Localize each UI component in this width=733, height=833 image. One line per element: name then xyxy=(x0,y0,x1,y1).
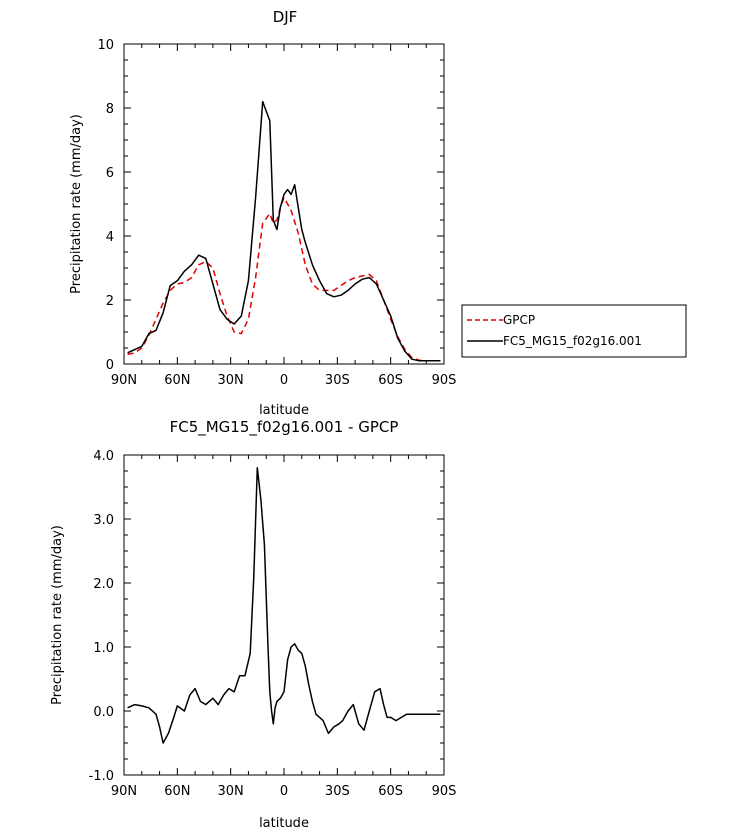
gpcp-series-line xyxy=(127,196,441,362)
x-tick-label: 30S xyxy=(325,373,350,388)
legend: GPCP FC5_MG15_f02g16.001 xyxy=(461,304,687,358)
bottom-y-axis-label: Precipitation rate (mm/day) xyxy=(50,525,65,705)
x-tick-label: 30N xyxy=(218,784,244,799)
y-tick-label: 1.0 xyxy=(93,641,114,656)
y-tick-label: 3.0 xyxy=(93,513,114,528)
difference-series-line xyxy=(127,467,441,744)
y-tick-label: 10 xyxy=(97,38,114,53)
y-tick-label: 8 xyxy=(106,102,114,117)
x-tick-label: 60N xyxy=(164,373,190,388)
y-tick-label: 0 xyxy=(106,358,114,373)
fc5-mg15-f02g16-001-series-line xyxy=(127,100,441,362)
top-chart: DJF 90N 60N 30N 0 30S 60S 90S 0 2 4 6 8 10 latitude… xyxy=(69,8,456,418)
top-x-axis-label: latitude xyxy=(259,403,309,418)
legend-box xyxy=(461,304,687,358)
bottom-plot-frame xyxy=(123,454,445,776)
bottom-chart-title: FC5_MG15_f02g16.001 - GPCP xyxy=(170,418,399,437)
y-tick-label: 6 xyxy=(106,166,114,181)
bottom-chart: FC5_MG15_f02g16.001 - GPCP 90N 60N 30N 0 30S… xyxy=(50,418,456,831)
top-y-ticks: 0 2 4 6 8 10 xyxy=(97,38,444,373)
y-tick-label: -1.0 xyxy=(89,769,114,784)
x-tick-label: 90S xyxy=(432,373,457,388)
legend-model-label: FC5_MG15_f02g16.001 xyxy=(503,334,642,348)
x-tick-label: 90S xyxy=(432,784,457,799)
x-tick-label: 0 xyxy=(280,784,288,799)
bottom-series-group xyxy=(127,467,441,744)
x-tick-label: 90N xyxy=(111,373,137,388)
top-y-axis-label: Precipitation rate (mm/day) xyxy=(69,114,84,294)
bottom-x-axis-label: latitude xyxy=(259,816,309,831)
x-tick-label: 30S xyxy=(325,784,350,799)
top-x-ticks: 90N 60N 30N 0 30S 60S 90S xyxy=(111,44,457,388)
legend-gpcp-label: GPCP xyxy=(503,313,535,327)
top-series-group xyxy=(127,100,441,362)
bottom-y-ticks: -1.0 0.0 1.0 2.0 3.0 4.0 xyxy=(89,449,444,784)
x-tick-label: 60S xyxy=(378,373,403,388)
x-tick-label: 30N xyxy=(218,373,244,388)
x-tick-label: 60S xyxy=(378,784,403,799)
top-plot-frame xyxy=(123,43,445,365)
y-tick-label: 0.0 xyxy=(93,705,114,720)
bottom-x-ticks: 90N 60N 30N 0 30S 60S 90S xyxy=(111,455,457,799)
x-tick-label: 0 xyxy=(280,373,288,388)
y-tick-label: 4 xyxy=(106,230,114,245)
y-tick-label: 2 xyxy=(106,294,114,309)
x-tick-label: 90N xyxy=(111,784,137,799)
top-chart-title: DJF xyxy=(273,8,298,26)
x-tick-label: 60N xyxy=(164,784,190,799)
y-tick-label: 2.0 xyxy=(93,577,114,592)
y-tick-label: 4.0 xyxy=(93,449,114,464)
